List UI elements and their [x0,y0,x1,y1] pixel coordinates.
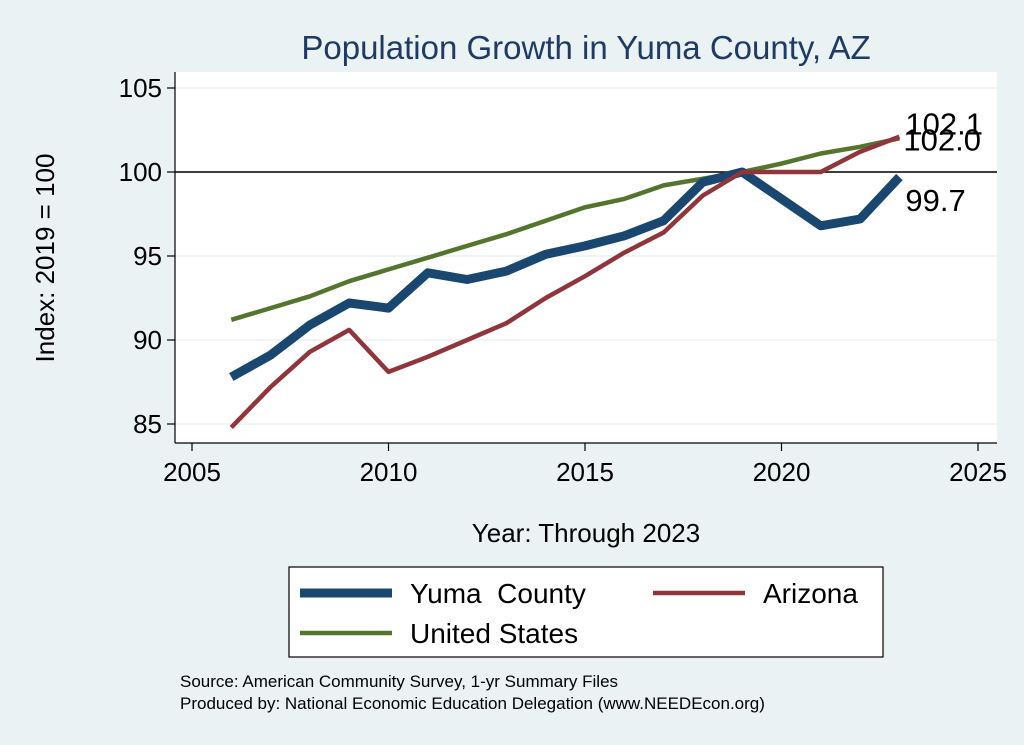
y-tick-label-85: 85 [133,409,162,439]
legend-label-united-states: United States [410,618,578,649]
x-tick-label-2015: 2015 [556,457,614,487]
x-tick-label-2005: 2005 [163,457,221,487]
legend: Yuma County Arizona United States [288,566,884,658]
y-ticks: 85 90 95 100 105 [119,73,175,439]
plot-area [175,72,997,443]
y-tick-label-95: 95 [133,241,162,271]
series-line-arizona [229,134,901,429]
series-line-yuma-county [229,167,903,381]
y-axis-title: Index: 2019 = 100 [30,154,60,363]
series-line-united-states [230,136,900,322]
chart-title: Population Growth in Yuma County, AZ [301,29,870,66]
axes [174,72,997,444]
y-tick-label-90: 90 [133,325,162,355]
x-ticks: 2005 2010 2015 2020 2025 [163,443,1007,487]
x-tick-label-2025: 2025 [949,457,1007,487]
source-note: Source: American Community Survey, 1-yr … [180,672,618,691]
legend-box [288,566,884,658]
y-tick-label-105: 105 [119,73,162,103]
x-tick-label-2010: 2010 [360,457,418,487]
end-label-arizona: 102.1 [905,107,983,142]
end-label-yuma-county: 99.7 [905,183,965,218]
y-tick-label-100: 100 [119,157,162,187]
end-label-united-states: 102.0 [903,122,981,157]
series-lines [229,134,903,429]
legend-label-arizona: Arizona [763,578,858,609]
produced-by-note: Produced by: National Economic Education… [180,694,765,713]
legend-label-yuma: Yuma County [410,578,586,609]
x-axis-title: Year: Through 2023 [472,518,700,548]
x-tick-label-2020: 2020 [753,457,811,487]
